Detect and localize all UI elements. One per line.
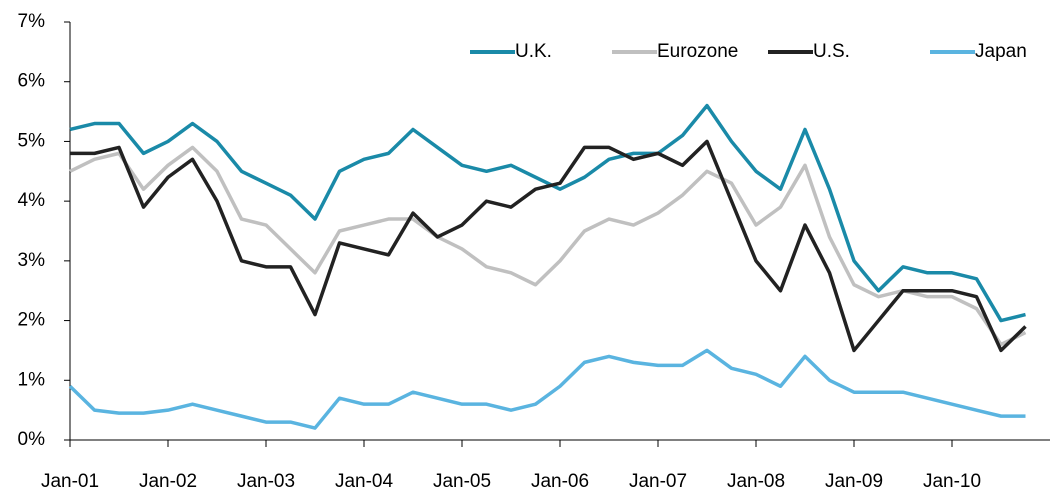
series-line xyxy=(69,145,1027,347)
legend-label: U.K. xyxy=(515,41,552,62)
legend-label: Eurozone xyxy=(657,41,738,62)
series-line xyxy=(70,139,1027,353)
y-tick-label: 3% xyxy=(18,250,46,271)
y-tick-label: 6% xyxy=(18,71,46,92)
y-tick-label: 7% xyxy=(18,11,46,32)
x-tick-label: Jan-02 xyxy=(139,471,197,492)
x-tick-label: Jan-04 xyxy=(335,471,394,492)
x-tick-label: Jan-06 xyxy=(531,471,589,492)
x-tick-label: Jan-10 xyxy=(923,471,981,492)
y-tick-label: 1% xyxy=(18,369,46,390)
x-tick-label: Jan-09 xyxy=(825,471,883,492)
y-tick-label: 5% xyxy=(18,130,46,151)
y-tick-label: 0% xyxy=(18,429,46,450)
series-line xyxy=(69,103,1026,323)
x-tick-label: Jan-01 xyxy=(41,471,99,492)
legend-label: U.S. xyxy=(813,41,850,62)
y-tick-label: 4% xyxy=(18,190,46,211)
x-tick-label: Jan-05 xyxy=(433,471,491,492)
series-line xyxy=(68,348,1026,430)
x-tick-label: Jan-07 xyxy=(629,471,687,492)
legend-label: Japan xyxy=(975,41,1027,62)
y-tick-label: 2% xyxy=(18,310,46,331)
x-tick-label: Jan-08 xyxy=(727,471,785,492)
x-tick-label: Jan-03 xyxy=(237,471,295,492)
